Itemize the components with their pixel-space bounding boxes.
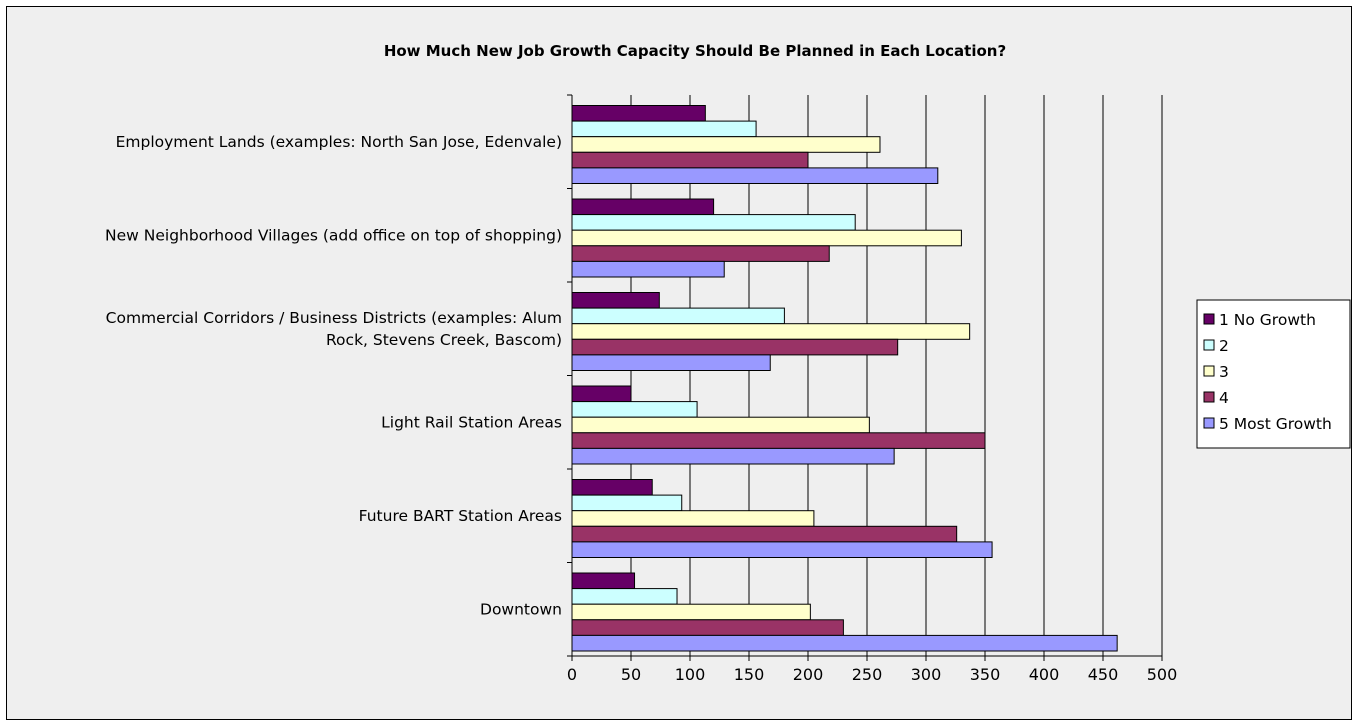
bar <box>571 447 895 465</box>
legend-swatch <box>1203 339 1215 351</box>
bar <box>571 136 881 153</box>
x-tick-label: 350 <box>970 665 1001 684</box>
legend-label: 1 No Growth <box>1219 311 1316 329</box>
bar <box>571 120 757 138</box>
bar <box>571 292 660 309</box>
bar <box>571 525 958 543</box>
category-label: New Neighborhood Villages (add office on… <box>105 226 562 244</box>
x-tick-label: 450 <box>1088 665 1119 684</box>
legend-swatch <box>1203 313 1215 325</box>
chart-area: How Much New Job Growth Capacity Should … <box>6 6 1352 720</box>
legend-label: 3 <box>1219 363 1229 381</box>
legend-swatch <box>1203 417 1215 429</box>
legend-swatch <box>1203 365 1215 377</box>
axes: 0 50 100 150 200 250 300 350 400 450 500 <box>567 94 1178 684</box>
legend-box <box>1196 299 1351 449</box>
x-tick-label: 200 <box>793 665 824 684</box>
bar <box>571 401 698 418</box>
bar <box>571 167 939 184</box>
x-tick-label: 150 <box>734 665 765 684</box>
bar <box>571 479 653 496</box>
x-tick-label: 400 <box>1029 665 1060 684</box>
x-tick-label: 0 <box>567 665 577 684</box>
bar <box>571 603 811 621</box>
x-tick-label: 100 <box>675 665 706 684</box>
bar <box>571 198 715 216</box>
bar <box>571 588 678 605</box>
bars <box>571 105 1118 652</box>
bar <box>571 245 830 262</box>
bar <box>571 214 856 231</box>
bar <box>571 510 815 527</box>
category-label: Downtown <box>480 600 562 618</box>
bar <box>571 354 771 371</box>
bar <box>571 416 870 434</box>
bar <box>571 494 683 512</box>
category-labels: Employment Lands (examples: North San Jo… <box>105 133 562 619</box>
bar <box>571 105 706 122</box>
category-label: Employment Lands (examples: North San Jo… <box>116 133 562 151</box>
legend-swatch <box>1203 391 1215 403</box>
bar <box>571 338 899 356</box>
x-tick-label: 50 <box>621 665 641 684</box>
x-tick-label: 500 <box>1147 665 1178 684</box>
x-tick-label: 300 <box>911 665 942 684</box>
bar <box>571 229 962 247</box>
bar <box>571 323 971 340</box>
bar <box>571 385 632 403</box>
legend-label: 4 <box>1219 389 1229 407</box>
bar <box>571 541 993 559</box>
bar <box>571 619 844 636</box>
legend-label: 5 Most Growth <box>1219 415 1332 433</box>
gridlines <box>630 95 1163 656</box>
category-label: Light Rail Station Areas <box>381 413 562 431</box>
bar <box>571 634 1118 652</box>
chart-title: How Much New Job Growth Capacity Should … <box>384 42 1006 60</box>
legend-label: 2 <box>1219 337 1229 355</box>
bar-chart: How Much New Job Growth Capacity Should … <box>105 42 1351 684</box>
bar <box>571 572 636 590</box>
bar <box>571 307 785 325</box>
legend: 1 No Growth 2 3 4 5 Most Growth <box>1196 299 1351 449</box>
category-label: Future BART Station Areas <box>359 507 562 525</box>
bar <box>571 432 986 449</box>
category-label: Commercial Corridors / Business District… <box>106 309 562 349</box>
bar <box>571 260 725 278</box>
bar <box>571 151 809 169</box>
x-tick-label: 250 <box>852 665 883 684</box>
